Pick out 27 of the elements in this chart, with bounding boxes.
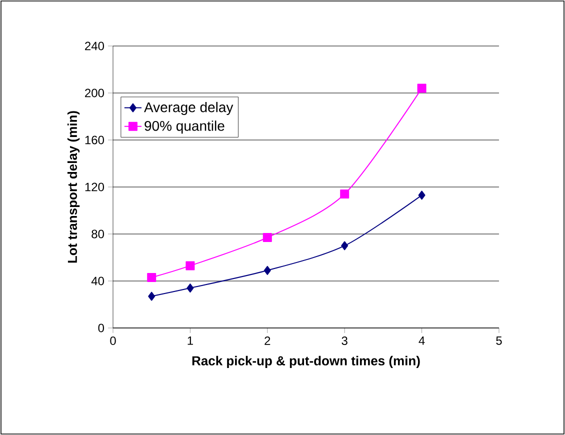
point xyxy=(264,266,271,275)
point xyxy=(262,233,272,242)
point xyxy=(186,284,194,293)
point xyxy=(148,292,156,301)
y-tick-label: 40 xyxy=(91,276,104,286)
point xyxy=(186,261,195,270)
x-tick-label: 4 xyxy=(418,336,425,345)
point xyxy=(340,190,350,199)
x-tick-label: 0 xyxy=(110,336,116,346)
point xyxy=(147,272,156,282)
y-tick-label: 160 xyxy=(85,136,104,144)
legend-label: Average delay xyxy=(144,102,234,115)
x-tick-label: 2 xyxy=(264,336,270,345)
x-tick-label: 3 xyxy=(342,336,348,346)
x-axis-title: Rack pick-up & put-down times (min) xyxy=(192,356,420,368)
y-tick-label: 0 xyxy=(98,324,104,332)
y-tick-label: 120 xyxy=(85,182,104,192)
point xyxy=(418,190,426,200)
point xyxy=(341,241,348,250)
x-tick-label: 5 xyxy=(496,336,502,345)
y-axis-title: Lot transport delay (min) xyxy=(67,111,80,263)
point xyxy=(417,84,426,93)
y-tick-label: 200 xyxy=(85,88,104,98)
y-tick-label: 80 xyxy=(92,230,104,238)
x-tick-label: 1 xyxy=(188,336,193,345)
y-tick-label: 240 xyxy=(85,42,104,50)
legend-label: 90% quantile xyxy=(144,120,224,134)
